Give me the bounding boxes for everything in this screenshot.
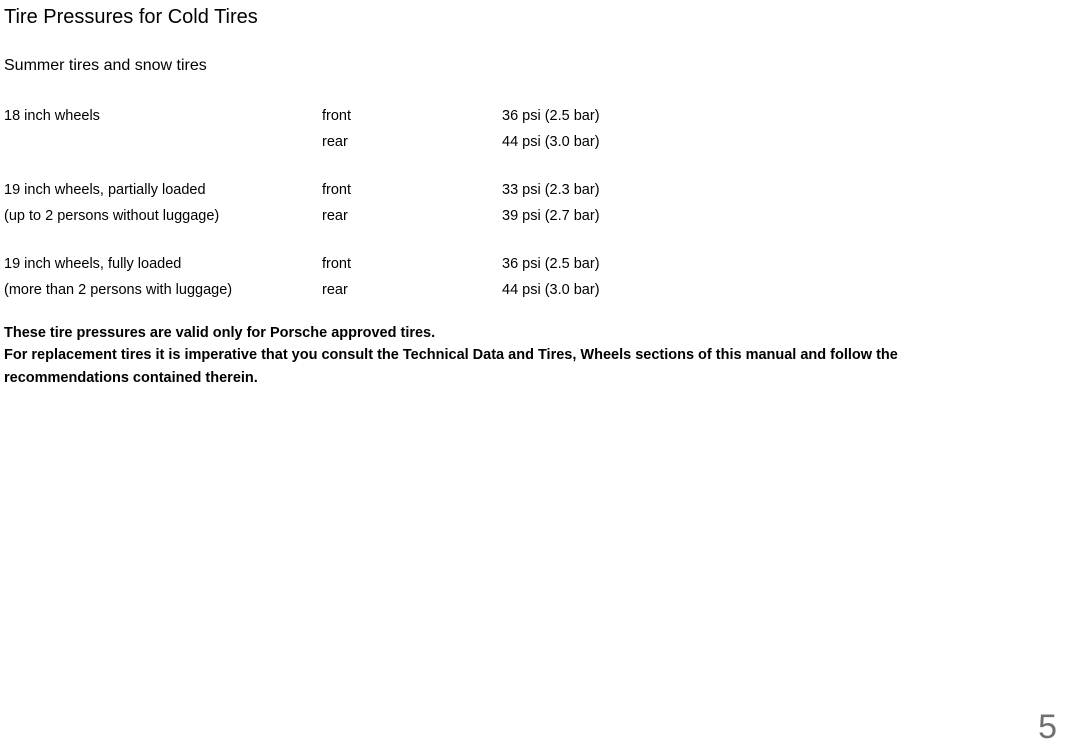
table-row: (up to 2 persons without luggage) rear 3… — [4, 203, 762, 229]
wheel-cell: 18 inch wheels — [4, 103, 322, 129]
wheel-cell: 19 inch wheels, partially loaded — [4, 177, 322, 203]
page-number: 5 — [1038, 708, 1057, 747]
value-cell: 44 psi (3.0 bar) — [502, 129, 762, 155]
table-row: 19 inch wheels, partially loaded front 3… — [4, 177, 762, 203]
wheel-sub-cell: (more than 2 persons with luggage) — [4, 277, 322, 303]
value-cell: 33 psi (2.3 bar) — [502, 177, 762, 203]
table-gap — [4, 229, 762, 251]
value-cell: 36 psi (2.5 bar) — [502, 103, 762, 129]
table-row: 18 inch wheels front 36 psi (2.5 bar) — [4, 103, 762, 129]
value-cell: 39 psi (2.7 bar) — [502, 203, 762, 229]
tire-pressure-table: 18 inch wheels front 36 psi (2.5 bar) re… — [4, 103, 762, 304]
position-cell: rear — [322, 129, 502, 155]
wheel-cell: 19 inch wheels, fully loaded — [4, 251, 322, 277]
value-cell: 44 psi (3.0 bar) — [502, 277, 762, 303]
table-gap — [4, 155, 762, 177]
position-cell: front — [322, 251, 502, 277]
position-cell: front — [322, 177, 502, 203]
table-row: rear 44 psi (3.0 bar) — [4, 129, 762, 155]
table-row: (more than 2 persons with luggage) rear … — [4, 277, 762, 303]
value-cell: 36 psi (2.5 bar) — [502, 251, 762, 277]
note-text: These tire pressures are valid only for … — [4, 322, 904, 389]
wheel-sub-cell — [4, 129, 322, 155]
note-line: These tire pressures are valid only for … — [4, 325, 435, 341]
page-subtitle: Summer tires and snow tires — [4, 57, 1081, 75]
position-cell: front — [322, 103, 502, 129]
note-line: For replacement tires it is imperative t… — [4, 347, 898, 385]
position-cell: rear — [322, 277, 502, 303]
table-row: 19 inch wheels, fully loaded front 36 ps… — [4, 251, 762, 277]
page-title: Tire Pressures for Cold Tires — [4, 6, 1081, 29]
position-cell: rear — [322, 203, 502, 229]
wheel-sub-cell: (up to 2 persons without luggage) — [4, 203, 322, 229]
